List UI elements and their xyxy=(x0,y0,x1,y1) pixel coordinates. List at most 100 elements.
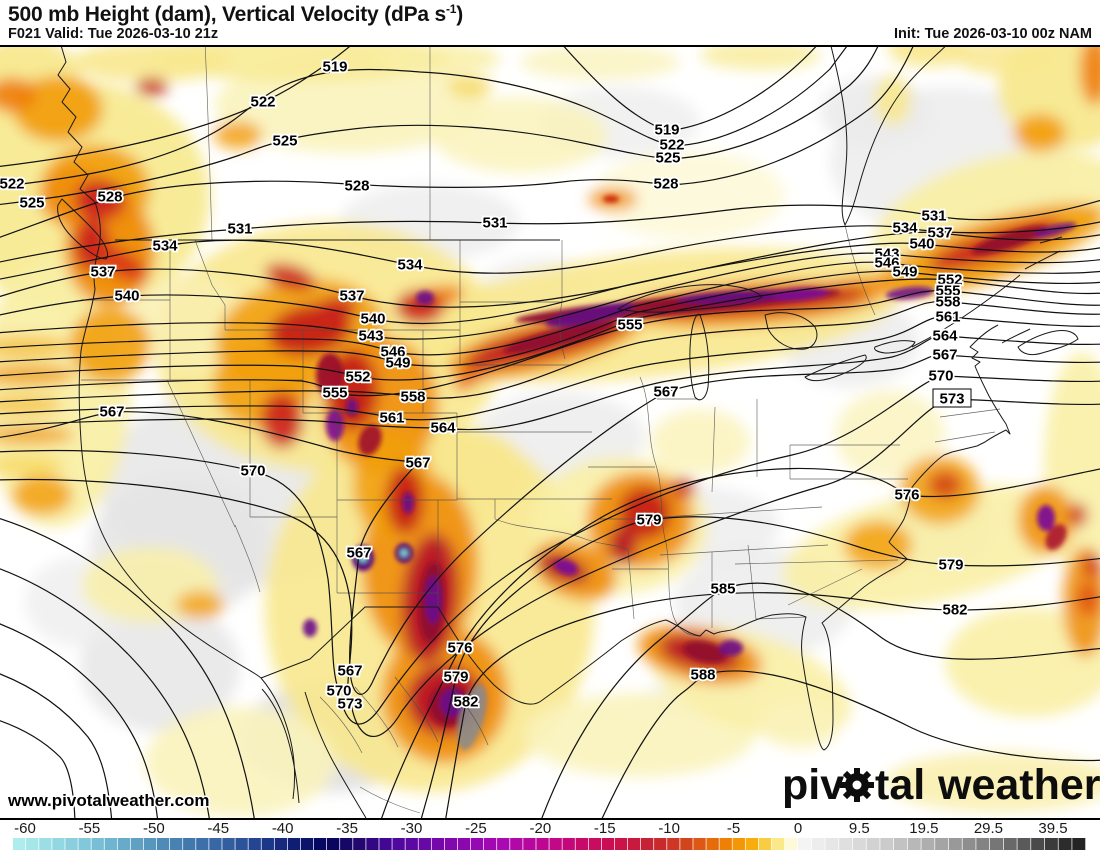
colorbar-cell xyxy=(627,838,641,850)
map-header: 500 mb Height (dam), Vertical Velocity (… xyxy=(0,0,1100,47)
contour-label: 567 xyxy=(932,347,957,364)
contour-label: 519 xyxy=(322,59,347,76)
title-exponent: -1 xyxy=(446,2,457,16)
colorbar-cell xyxy=(1017,838,1031,850)
colorbar-cell xyxy=(839,838,853,850)
contour-label: 555 xyxy=(935,283,960,300)
colorbar-cell xyxy=(907,838,921,850)
colorbar-cell xyxy=(1003,838,1017,850)
colorbar-cell xyxy=(65,838,78,850)
colorbar-cell xyxy=(222,838,235,850)
contour-label: 522 xyxy=(659,137,684,154)
contour-label: 546 xyxy=(380,344,405,361)
contour-label: 549 xyxy=(385,355,410,372)
contour-line-522 xyxy=(0,41,851,188)
colorbar-cell xyxy=(601,838,615,850)
vv-blob xyxy=(380,43,500,75)
colorbar-footer: -60 -55 -50 -45 -40 -35 -30 -25 -20 -15 -10 -5 0 9.5 1… xyxy=(0,818,1100,850)
contour-line-537 xyxy=(0,231,1100,308)
colorbar-tick-label: -15 xyxy=(594,820,616,837)
colorbar-cell xyxy=(536,838,549,850)
colorbar-cell xyxy=(667,838,680,850)
colorbar-tick-label: 29.5 xyxy=(974,820,1003,837)
vv-blob xyxy=(885,752,1100,812)
colorbar-cell xyxy=(1044,838,1058,850)
vv-blob xyxy=(0,426,74,444)
contour-label: 567 xyxy=(99,404,124,421)
contour-line-567 xyxy=(0,353,1100,695)
contour-line-549 xyxy=(0,270,1100,367)
contour-line-573 xyxy=(0,398,1100,737)
colorbar-cell xyxy=(379,838,392,850)
vv-core-blob xyxy=(457,684,487,750)
colorbar-cell xyxy=(444,838,458,850)
contour-label: 519 xyxy=(654,122,679,139)
contour-label: 576 xyxy=(894,487,919,504)
colorbar-cell xyxy=(104,838,117,850)
vv-core-blob xyxy=(683,641,727,663)
contour-label: 558 xyxy=(935,294,960,311)
vv-blob xyxy=(214,121,262,149)
vv-core-blob xyxy=(503,320,617,354)
vv-blob xyxy=(0,336,70,358)
model-init-label: Init: Tue 2026-03-10 00z NAM xyxy=(894,26,1092,42)
colorbar-cell xyxy=(852,838,866,850)
colorbar-cell xyxy=(976,838,990,850)
colorbar-cell xyxy=(798,838,812,850)
vv-core-blob xyxy=(358,424,382,456)
contour-label: 588 xyxy=(690,667,715,684)
vv-blob xyxy=(74,180,126,220)
contour-label: 579 xyxy=(443,669,468,686)
contour-label: 585 xyxy=(710,581,735,598)
contour-label: 573 xyxy=(939,391,964,408)
vv-core-blob xyxy=(719,640,743,656)
colorbar-cell xyxy=(614,838,628,850)
colorbar-cell xyxy=(894,838,908,850)
vv-core-blob xyxy=(303,619,317,637)
vv-blob xyxy=(650,409,750,475)
colorbar-cell xyxy=(183,838,196,850)
vv-core-blob xyxy=(545,302,635,328)
contour-label: 561 xyxy=(935,309,960,326)
vv-blob xyxy=(760,701,840,749)
contour-label: 561 xyxy=(379,410,404,427)
colorbar-cell xyxy=(39,838,52,850)
contour-label: 537 xyxy=(90,264,115,281)
contour-label: 543 xyxy=(874,246,899,263)
colorbar-tick-label: -20 xyxy=(529,820,551,837)
colorbar-cell xyxy=(680,838,693,850)
vertical-velocity-fill-layer xyxy=(0,29,1100,817)
contour-label: 564 xyxy=(430,420,456,437)
map-area: 519 519 522 522 522 525 525 525 528 528 528 531 531 5… xyxy=(0,29,1100,824)
contour-line-561 xyxy=(0,316,1100,421)
contour-line-558 xyxy=(0,300,1100,403)
colorbar-cell xyxy=(117,838,131,850)
vv-blob xyxy=(432,97,608,173)
coastline xyxy=(57,41,1079,819)
vv-blob xyxy=(1069,503,1087,527)
vv-blob xyxy=(0,365,76,385)
vv-blob xyxy=(313,296,357,322)
contour-label: 534 xyxy=(152,238,178,255)
colorbar-cell xyxy=(470,838,484,850)
contour-line-aux xyxy=(0,673,113,824)
colorbar-tick-label: -55 xyxy=(79,820,101,837)
colorbar-cell xyxy=(1031,838,1045,850)
contour-line-585 xyxy=(539,582,1100,824)
header-subrow: F021 Valid: Tue 2026-03-10 21z Init: Tue… xyxy=(8,26,1092,42)
colorbar-cell xyxy=(641,838,654,850)
contour-label: 540 xyxy=(114,288,139,305)
colorbar-cell xyxy=(52,838,65,850)
vv-blob xyxy=(928,471,962,499)
contour-label: 546 xyxy=(874,255,899,272)
colorbar-cell xyxy=(26,838,39,850)
colorbar-cell xyxy=(170,838,183,850)
contour-label: 570 xyxy=(240,463,265,480)
contour-label: 549 xyxy=(892,264,917,281)
vv-blob xyxy=(520,44,680,80)
contour-label: 579 xyxy=(636,512,661,529)
vv-blob xyxy=(945,607,1100,717)
contour-label: 570 xyxy=(326,683,351,700)
gear-icon xyxy=(840,768,874,802)
vv-blob xyxy=(0,455,65,475)
